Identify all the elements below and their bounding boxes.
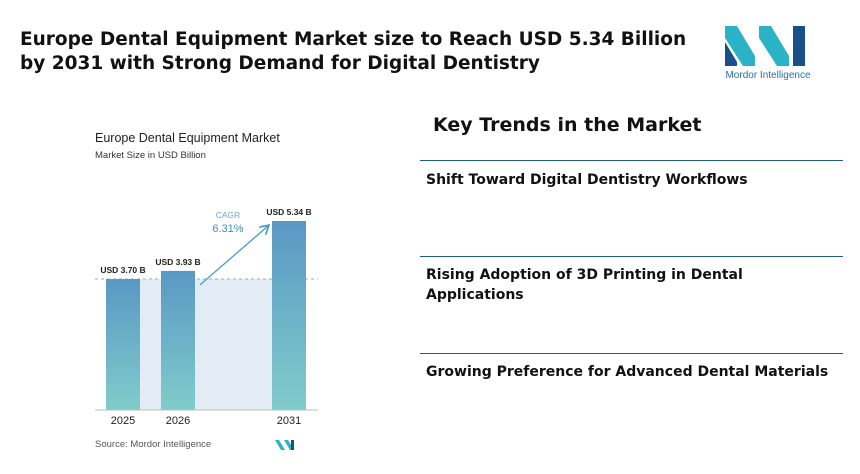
chart-title: Europe Dental Equipment Market <box>95 131 280 145</box>
logo-shape <box>725 42 737 66</box>
chart-subtitle: Market Size in USD Billion <box>95 150 206 161</box>
bar <box>272 221 306 410</box>
logo-shape <box>275 440 285 450</box>
chart: Europe Dental Equipment Market Market Si… <box>95 131 318 450</box>
source-logo <box>275 440 294 450</box>
x-tick-label: 2031 <box>277 415 301 427</box>
trend-item: Rising Adoption of 3D Printing in Dental… <box>426 267 743 303</box>
bar <box>106 279 140 410</box>
cagr-value: 6.31% <box>212 223 243 235</box>
logo-shape <box>759 26 789 66</box>
cagr-arrow <box>199 226 268 286</box>
logo-text: Mordor Intelligence <box>725 70 810 81</box>
logo-shape <box>725 26 755 66</box>
logo-shape <box>291 440 294 450</box>
divider <box>420 160 843 161</box>
bar <box>161 270 195 410</box>
logo: Mordor Intelligence <box>725 26 811 81</box>
x-tick-label: 2026 <box>166 415 190 427</box>
x-tick-label: 2025 <box>111 415 135 427</box>
divider <box>420 353 843 354</box>
value-label: USD 5.34 B <box>266 207 311 217</box>
page-title: Europe Dental Equipment Market size to R… <box>20 29 687 74</box>
divider <box>420 256 843 257</box>
value-label: USD 3.93 B <box>155 257 200 267</box>
trend-item: Growing Preference for Advanced Dental M… <box>426 364 829 380</box>
logo-shape <box>793 26 805 66</box>
trend-item: Shift Toward Digital Dentistry Workflows <box>426 172 748 188</box>
value-label: USD 3.70 B <box>100 265 145 275</box>
trends-title: Key Trends in the Market <box>433 114 702 136</box>
cagr-label: CAGR <box>216 210 241 220</box>
source: Source: Mordor Intelligence <box>95 439 211 450</box>
